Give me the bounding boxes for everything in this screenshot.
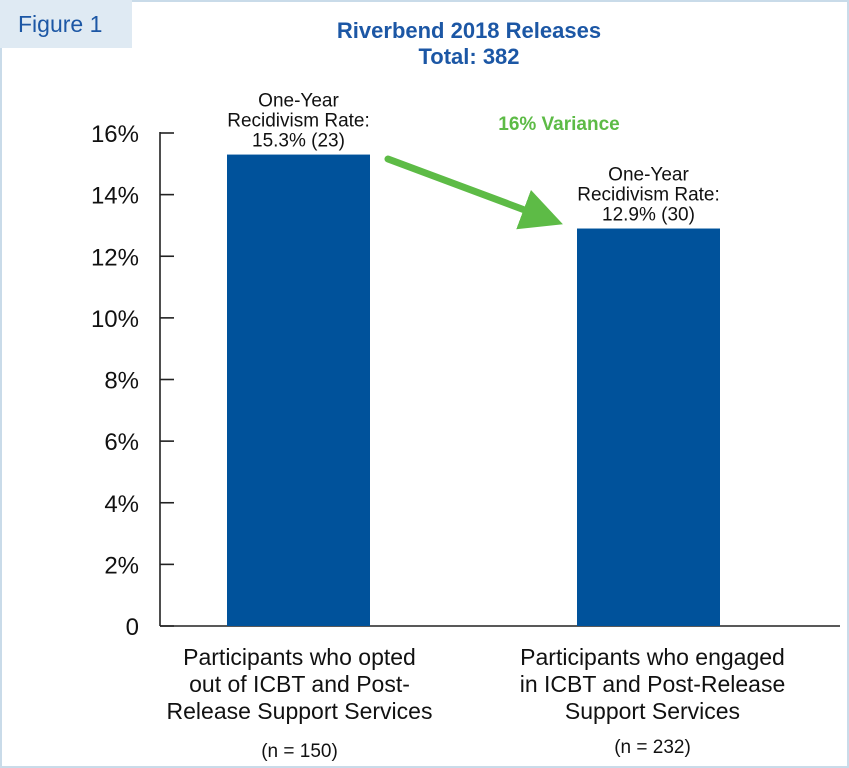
category-label: Release Support Services	[167, 698, 433, 724]
y-tick-label: 10%	[91, 306, 139, 333]
category-label: out of ICBT and Post-	[189, 671, 410, 697]
category-label: Participants who engaged	[520, 644, 785, 670]
variance-arrow	[384, 155, 563, 230]
n-label: (n = 150)	[261, 741, 338, 762]
data-label: One-Year	[608, 165, 689, 186]
category-label: Participants who opted	[183, 644, 416, 670]
data-label: One-Year	[258, 91, 339, 112]
y-tick-label: 4%	[104, 491, 139, 518]
chart-title: Riverbend 2018 Releases	[336, 18, 602, 43]
y-tick-label: 2%	[104, 552, 139, 579]
data-label: Recidivism Rate:	[577, 185, 720, 206]
y-tick-label: 6%	[104, 429, 139, 456]
y-tick-label: 14%	[91, 183, 139, 210]
bar	[227, 154, 370, 626]
chart-subtitle: Total: 382	[418, 44, 520, 69]
data-label: 15.3% (23)	[252, 131, 345, 152]
data-label: Recidivism Rate:	[227, 111, 370, 132]
y-tick-label: 12%	[91, 244, 139, 271]
category-label: Support Services	[565, 698, 740, 724]
variance-annotation: 16% Variance	[498, 114, 619, 135]
n-label: (n = 232)	[614, 737, 691, 758]
bar	[577, 228, 720, 627]
category-label: in ICBT and Post-Release	[520, 671, 786, 697]
y-tick-label: 0	[126, 614, 139, 641]
y-tick-label: 8%	[104, 368, 139, 395]
y-tick-label: 16%	[91, 121, 139, 148]
figure-tag: Figure 1	[0, 0, 132, 48]
data-label: 12.9% (30)	[602, 205, 695, 226]
